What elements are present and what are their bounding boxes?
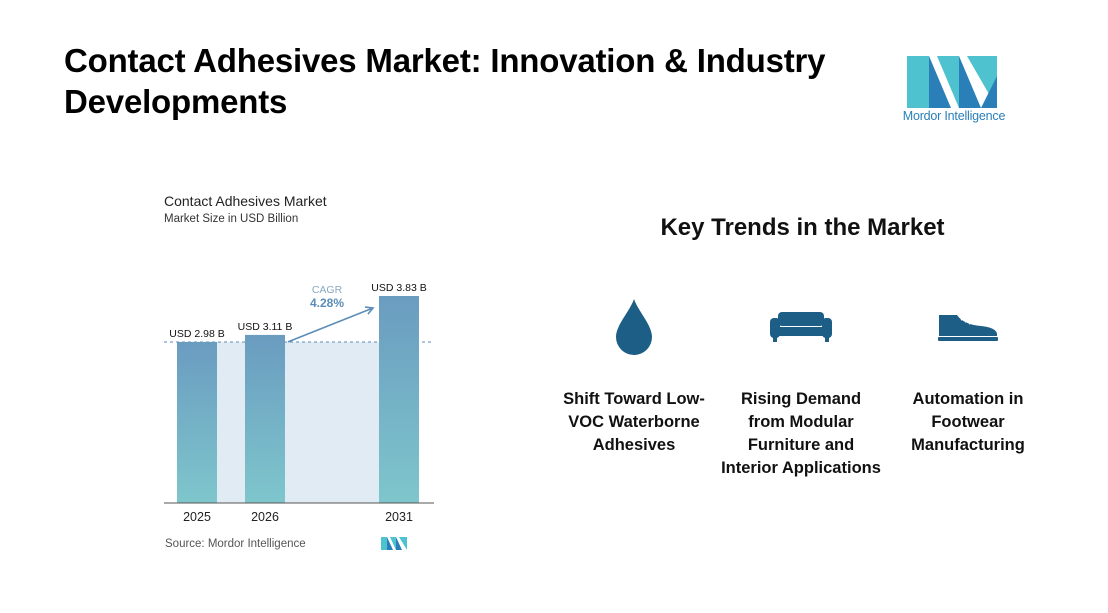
cagr-value: 4.28% [310,296,344,310]
chart-title: Contact Adhesives Market [164,193,327,209]
tick-label-2025: 2025 [183,510,211,524]
cagr-arrow-head [364,306,375,315]
bar-2031 [379,296,419,503]
water-drop-icon [616,299,652,355]
page-title: Contact Adhesives Market: Innovation & I… [64,42,826,120]
data-label-2025: USD 2.98 B [169,328,224,340]
shoe-icon [938,315,998,341]
data-label-2031: USD 3.83 B [371,282,426,294]
bar-2026 [245,334,285,503]
mordor-intelligence-logo: Mordor Intelligence [895,56,1013,128]
cagr-label: CAGR [312,284,343,296]
trend-item-low-voc: Shift Toward Low-VOC Waterborne Adhesive… [554,290,714,457]
chart-source: Source: Mordor Intelligence [165,538,306,550]
source-logo-icon [381,537,407,550]
trend-item-footwear-automation: Automation in Footwear Manufacturing [888,290,1048,457]
mordor-logo-mark-icon [907,56,997,108]
bar-2025 [177,341,217,503]
trends-heading: Key Trends in the Market [660,214,945,241]
tick-label-2031: 2031 [385,510,413,524]
trend-label: Automation in Footwear Manufacturing [911,390,1025,454]
cagr-arrow-line [287,307,374,343]
sofa-icon [770,312,832,342]
reference-band [177,341,419,503]
trend-label: Rising Demand from Modular Furniture and… [721,390,881,477]
logo-text: Mordor Intelligence [902,109,1006,123]
trend-item-modular-furniture: Rising Demand from Modular Furniture and… [721,290,881,480]
data-label-2026: USD 3.11 B [238,321,293,333]
trend-label: Shift Toward Low-VOC Waterborne Adhesive… [563,390,705,454]
tick-label-2026: 2026 [251,510,279,524]
chart-subtitle: Market Size in USD Billion [164,213,299,225]
